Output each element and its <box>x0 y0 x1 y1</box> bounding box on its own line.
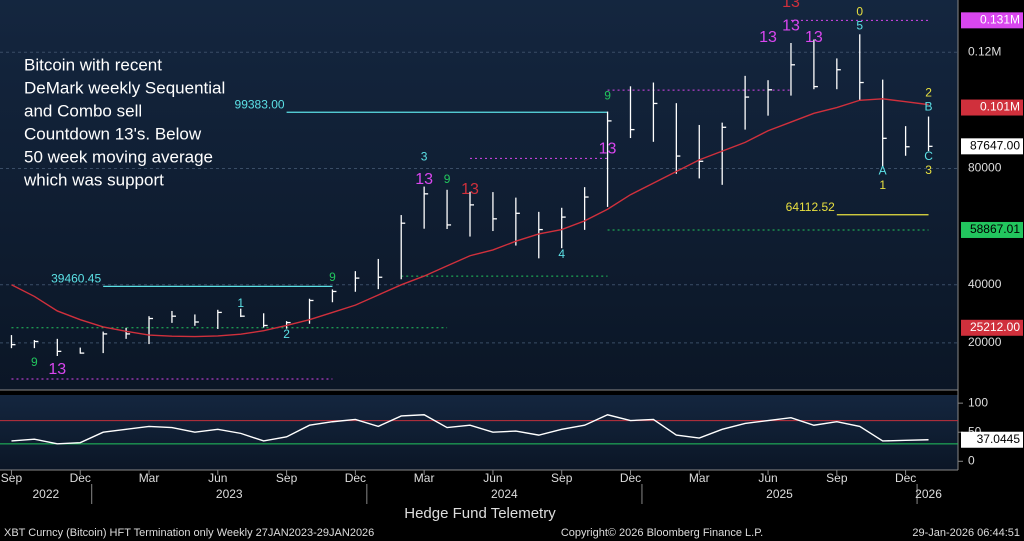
annotation: 9 <box>604 89 611 103</box>
annotation: 0 <box>856 4 863 18</box>
note-line: DeMark weekly Sequential <box>24 78 225 97</box>
x-tick-label: Dec <box>345 471 366 485</box>
x-tick-label: Mar <box>414 471 435 485</box>
annotation: 13 <box>805 29 823 46</box>
x-tick-label: Sep <box>1 471 23 485</box>
x-tick-label: Mar <box>139 471 160 485</box>
note-line: Countdown 13's. Below <box>24 124 202 143</box>
price-tag-box <box>961 12 1023 29</box>
rsi-tag: 37.0445 <box>977 432 1021 446</box>
price-tag-box <box>961 319 1023 336</box>
annotation: 2 <box>925 85 932 99</box>
price-tag: 0.131M <box>980 13 1020 27</box>
footer-center: Copyright© 2026 Bloomberg Finance L.P. <box>561 527 763 539</box>
level-label: 99383.00 <box>235 97 285 111</box>
note-line: and Combo sell <box>24 101 142 120</box>
level-label: 64112.52 <box>786 200 835 214</box>
price-tag: 87647.00 <box>970 139 1020 153</box>
annotation: 13 <box>782 17 800 34</box>
footer-left: XBT Curncy (Bitcoin) HFT Termination onl… <box>4 527 374 539</box>
year-label: 2023 <box>216 487 243 501</box>
annotation: B <box>925 100 933 114</box>
y-tick-label: 20000 <box>968 335 1002 349</box>
x-tick-label: Jun <box>208 471 227 485</box>
level-label: 39460.45 <box>51 272 101 286</box>
price-tag-box <box>961 221 1023 238</box>
x-tick-label: Dec <box>895 471 916 485</box>
footer-right: 29-Jan-2026 06:44:51 <box>912 527 1020 539</box>
x-tick-label: Jun <box>758 471 777 485</box>
year-label: 2022 <box>33 487 60 501</box>
annotation: 13 <box>461 181 479 198</box>
price-tag: 0.101M <box>980 100 1020 114</box>
year-label: 2024 <box>491 487 518 501</box>
rsi-tick-label: 100 <box>968 395 988 409</box>
annotation: 3 <box>925 163 932 177</box>
annotation: 1 <box>879 178 886 192</box>
x-axis-area <box>0 470 1024 541</box>
annotation: 9 <box>329 270 336 284</box>
annotation: 13 <box>48 361 66 378</box>
x-tick-label: Dec <box>70 471 91 485</box>
rsi-line <box>11 414 929 445</box>
annotation: 13 <box>759 29 777 46</box>
annotation: A <box>879 164 887 178</box>
annotation: 2 <box>283 327 290 341</box>
x-tick-label: Mar <box>689 471 710 485</box>
y-tick-label: 40000 <box>968 277 1002 291</box>
y-tick-label: 80000 <box>968 161 1002 175</box>
x-tick-label: Dec <box>620 471 641 485</box>
annotation: 13 <box>599 141 617 158</box>
annotation: 4 <box>558 247 565 261</box>
note-line: 50 week moving average <box>24 147 213 166</box>
price-tag: 58867.01 <box>970 222 1020 236</box>
year-label: 2026 <box>915 487 942 501</box>
annotation: C <box>924 149 933 163</box>
annotation: 1 <box>237 296 244 310</box>
price-tag: 25212.00 <box>970 320 1020 334</box>
rsi-tick-label: 0 <box>968 453 975 467</box>
annotation: 5 <box>856 18 863 32</box>
annotation: 3 <box>421 150 428 164</box>
x-tick-label: Jun <box>483 471 502 485</box>
annotation: 9 <box>31 355 38 369</box>
annotation: 13 <box>782 0 800 11</box>
note-line: which was support <box>23 170 164 189</box>
moving-average <box>11 98 929 338</box>
price-panel <box>0 0 958 390</box>
note-line: Bitcoin with recent <box>24 55 162 74</box>
rsi-panel <box>0 395 958 470</box>
y-tick-label: 0.12M <box>968 44 1001 58</box>
annotation: 9 <box>444 172 451 186</box>
x-tick-label: Sep <box>826 471 848 485</box>
x-tick-label: Sep <box>276 471 298 485</box>
x-tick-label: Sep <box>551 471 573 485</box>
rsi-tag-box <box>961 431 1023 448</box>
price-tag-box <box>961 138 1023 155</box>
x-title: Hedge Fund Telemetry <box>404 505 556 522</box>
price-tag-box <box>961 99 1023 116</box>
annotation: 13 <box>415 171 433 188</box>
year-label: 2025 <box>766 487 793 501</box>
